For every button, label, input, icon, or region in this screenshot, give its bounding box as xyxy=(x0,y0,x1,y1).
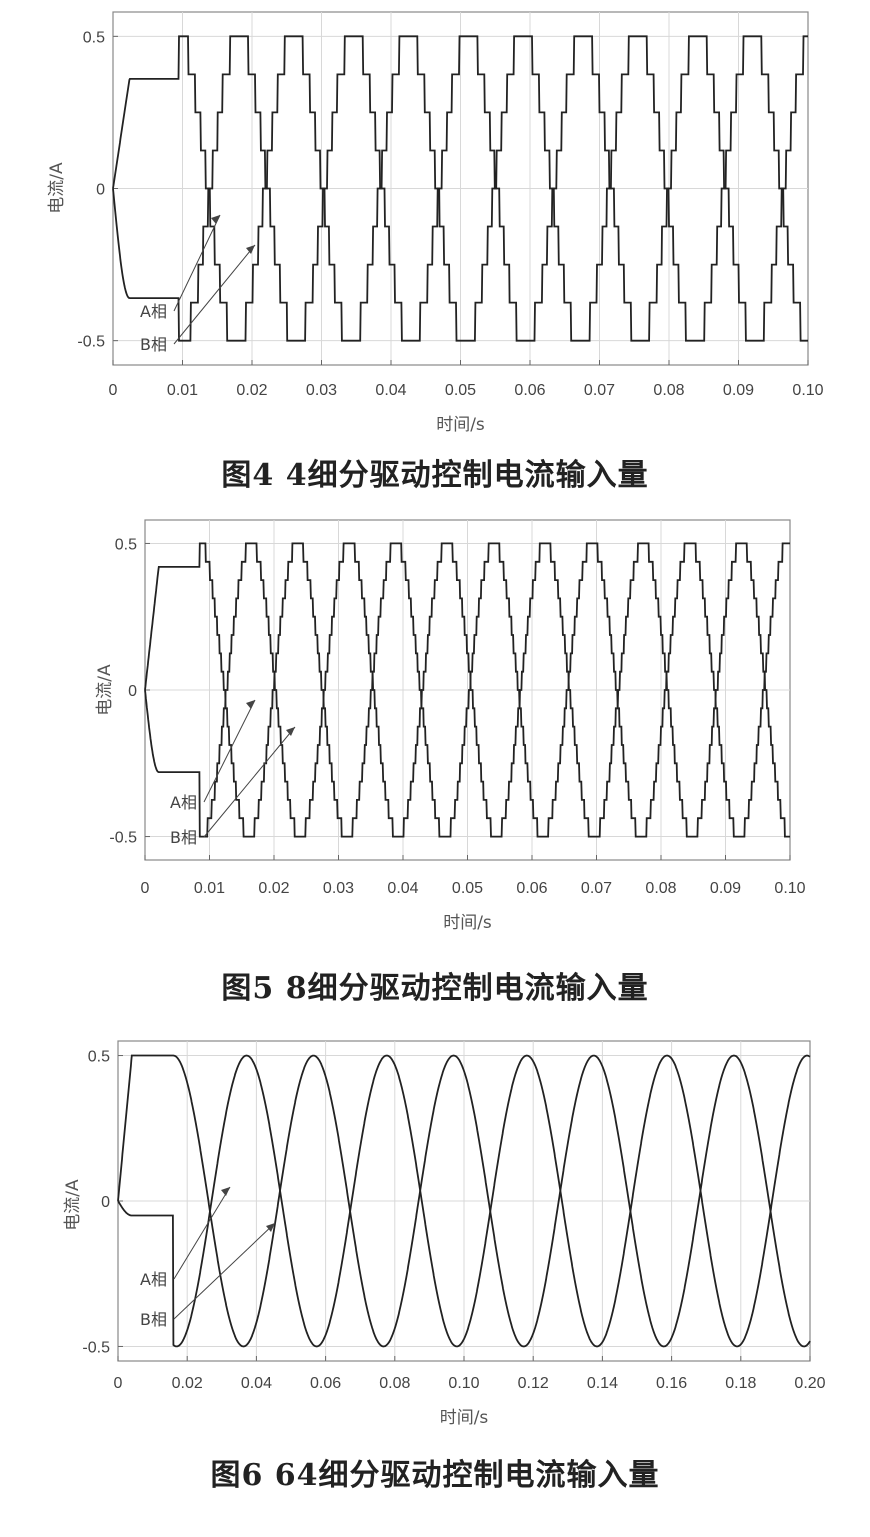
series-line-b-phase xyxy=(117,1054,811,1348)
annotation-arrowhead xyxy=(266,1223,275,1232)
series-label: A相 xyxy=(140,1270,167,1289)
x-tick-label: 0.04 xyxy=(241,1375,272,1392)
figure-4: 0 0.01 0.02 0.03 0.04 0.05 0.06 0.07 0.08 0.09 0.1… xyxy=(0,0,870,455)
x-tick-label: 0.09 xyxy=(710,880,741,897)
x-tick-label: 0.01 xyxy=(167,382,198,399)
x-tick-label: 0.04 xyxy=(387,880,418,897)
x-tick-label: 0.09 xyxy=(723,382,754,399)
y-axis-label: 电流/A xyxy=(63,1179,83,1231)
x-tick-label: 0.03 xyxy=(306,382,337,399)
y-tick-label: -0.5 xyxy=(82,1339,110,1356)
annotation-arrow xyxy=(173,1222,276,1320)
chart-8-subdivision: 0 0.01 0.02 0.03 0.04 0.05 0.06 0.07 0.08 0.09 0.1… xyxy=(95,519,806,933)
x-tick-label: 0.05 xyxy=(452,880,483,897)
x-tick-label: 0.01 xyxy=(194,880,225,897)
x-tick-label: 0.08 xyxy=(653,382,684,399)
x-axis-label: 时间/s xyxy=(443,913,492,933)
y-tick-label: 0 xyxy=(128,683,137,700)
x-tick-label: 0 xyxy=(114,1375,123,1392)
x-tick-label: 0.20 xyxy=(794,1375,825,1392)
x-tick-label: 0.07 xyxy=(581,880,612,897)
x-tick-label: 0.08 xyxy=(379,1375,410,1392)
x-tick-label: 0.12 xyxy=(518,1375,549,1392)
y-tick-label: 0.5 xyxy=(83,29,105,46)
annotation-arrowhead xyxy=(246,700,255,709)
annotation-arrowhead xyxy=(286,727,295,736)
caption-figure-6: 图6 64细分驱动控制电流输入量 xyxy=(210,1458,660,1493)
chart-64-subdivision: 0 0.02 0.04 0.06 0.08 0.10 0.12 0.14 0.16 0.18 0.2… xyxy=(63,1040,826,1428)
x-tick-label: 0.06 xyxy=(514,382,545,399)
x-tick-label: 0.04 xyxy=(375,382,406,399)
series-line-b-phase xyxy=(144,542,790,838)
x-tick-label: 0.07 xyxy=(584,382,615,399)
figure-5: 0 0.01 0.02 0.03 0.04 0.05 0.06 0.07 0.08 0.09 0.1… xyxy=(0,505,870,955)
series-label: B相 xyxy=(140,335,167,354)
x-tick-label: 0.02 xyxy=(258,880,289,897)
caption-figure-4: 图4 4细分驱动控制电流输入量 xyxy=(221,458,649,493)
series-label: A相 xyxy=(170,793,197,812)
series-label: B相 xyxy=(170,828,197,847)
x-tick-label: 0.02 xyxy=(172,1375,203,1392)
annotation-arrow xyxy=(203,699,256,803)
annotation-arrow xyxy=(203,726,296,838)
y-tick-label: 0 xyxy=(96,182,105,199)
x-tick-label: 0.10 xyxy=(448,1375,479,1392)
x-tick-label: 0.16 xyxy=(656,1375,687,1392)
x-tick-label: 0.05 xyxy=(445,382,476,399)
x-tick-label: 0.08 xyxy=(645,880,676,897)
x-tick-label: 0.18 xyxy=(725,1375,756,1392)
x-tick-label: 0.06 xyxy=(516,880,547,897)
y-tick-label: 0.5 xyxy=(115,536,137,553)
x-tick-label: 0.10 xyxy=(792,382,823,399)
x-axis-label: 时间/s xyxy=(436,415,485,435)
y-tick-label: 0.5 xyxy=(88,1049,110,1066)
figure-6: 0 0.02 0.04 0.06 0.08 0.10 0.12 0.14 0.16 0.18 0.2… xyxy=(0,1025,870,1455)
annotation-arrowhead xyxy=(246,245,255,254)
x-tick-label: 0 xyxy=(141,880,150,897)
x-tick-label: 0.10 xyxy=(774,880,805,897)
caption-figure-5: 图5 8细分驱动控制电流输入量 xyxy=(221,971,649,1006)
y-axis-label: 电流/A xyxy=(47,162,67,214)
series-label: B相 xyxy=(140,1310,167,1329)
series-line-a-phase xyxy=(144,542,790,838)
series-line-b-phase xyxy=(112,35,808,342)
x-axis-label: 时间/s xyxy=(440,1408,489,1428)
series-line-a-phase xyxy=(117,1054,811,1348)
y-tick-label: -0.5 xyxy=(77,334,105,351)
x-tick-label: 0.06 xyxy=(310,1375,341,1392)
annotation-arrowhead xyxy=(211,215,220,224)
chart-4-subdivision: 0 0.01 0.02 0.03 0.04 0.05 0.06 0.07 0.08 0.09 0.1… xyxy=(47,11,824,435)
y-tick-label: 0 xyxy=(101,1194,110,1211)
series-line-a-phase xyxy=(112,35,808,342)
x-tick-label: 0.14 xyxy=(587,1375,618,1392)
y-tick-label: -0.5 xyxy=(109,830,137,847)
annotation-arrow xyxy=(173,244,256,345)
annotation-arrow xyxy=(173,1186,231,1280)
x-tick-label: 0.03 xyxy=(323,880,354,897)
y-axis-label: 电流/A xyxy=(95,664,115,716)
annotation-arrow xyxy=(173,214,221,312)
annotation-arrowhead xyxy=(221,1187,230,1196)
series-label: A相 xyxy=(140,302,167,321)
x-tick-label: 0 xyxy=(109,382,118,399)
x-tick-label: 0.02 xyxy=(236,382,267,399)
